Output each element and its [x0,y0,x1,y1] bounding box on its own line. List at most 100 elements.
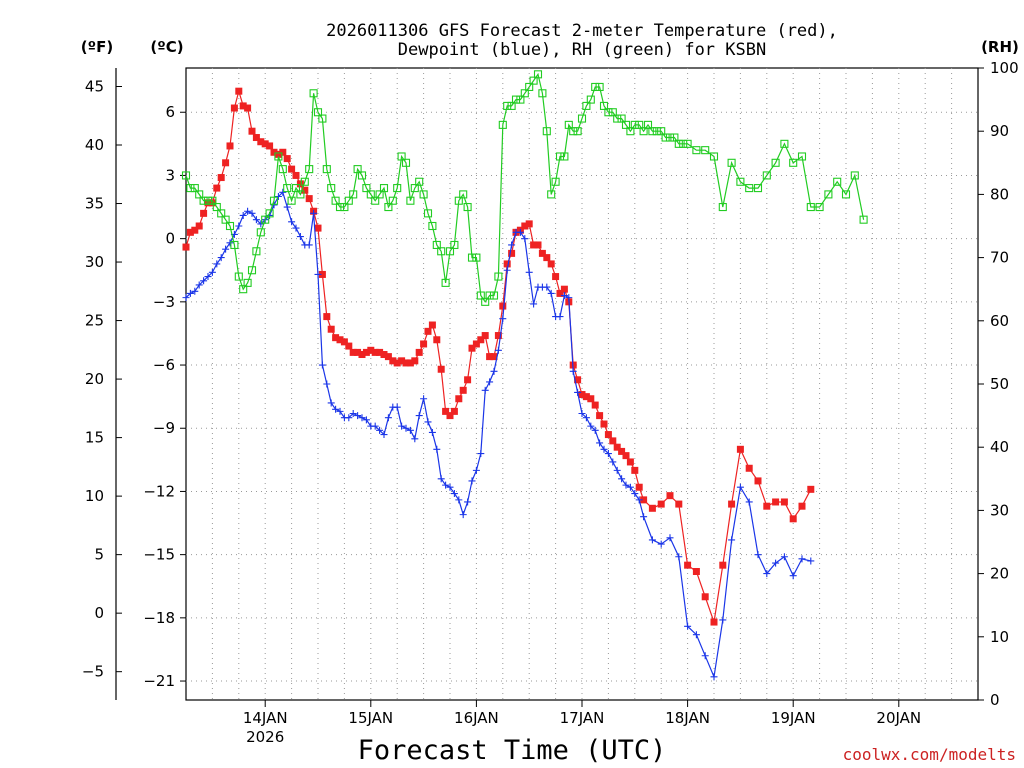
celsius-tick-label: 0 [165,230,175,248]
rh-point [670,133,679,142]
dewpoint-point [525,268,533,276]
temperature-point [393,359,401,367]
rh-point [239,285,248,294]
rh-tick-label: 20 [990,565,1009,583]
rh-point [591,82,600,92]
x-tick-label: 19JAN [771,709,816,727]
dewpoint-point [420,395,428,403]
temperature-point [349,348,357,356]
rh-point [322,165,331,174]
dewpoint-point [459,511,467,519]
temperature-point [301,186,309,194]
temperature-point [186,228,194,236]
rh-point [234,272,243,281]
temperature-point [450,407,458,415]
rh-point [560,152,569,161]
rh-point [621,120,631,129]
temperature-point [534,241,542,249]
dewpoint-point [195,281,203,289]
fahrenheit-tick-label: 0 [94,604,104,622]
temperature-point [437,365,445,373]
dewpoint-point [772,559,780,567]
dewpoint-point [657,540,665,548]
dewpoint-point [450,490,458,498]
rh-point [252,247,261,256]
dewpoint-point [604,450,612,458]
fahrenheit-tick-label: 35 [85,195,104,213]
rh-point [428,221,437,231]
rh-tick-label: 60 [990,312,1009,330]
rh-point [247,266,257,275]
rh-point [265,209,274,218]
temperature-point [266,142,274,150]
fahrenheit-tick-label: 25 [85,312,104,330]
rh-point [353,165,362,174]
temperature-point [332,334,340,342]
dewpoint-markers [182,188,815,681]
celsius-tick-label: −18 [143,609,175,627]
temperature-point [684,561,692,569]
temperature-point [367,346,375,354]
dewpoint-point [442,481,450,489]
rh-point [291,184,301,193]
dewpoint-point [213,260,221,268]
dewpoint-point [279,188,287,196]
rh-point [745,184,754,193]
dewpoint-point [468,477,476,485]
rh-tick-label: 100 [990,59,1019,77]
rh-point [520,89,529,98]
dewpoint-point [362,416,370,424]
temperature-point [336,336,344,344]
temperature-point [468,344,476,352]
dewpoint-line [185,191,811,679]
dewpoint-point [481,386,489,394]
temperature-point [591,401,599,409]
dewpoint-point [288,218,296,226]
temperature-point [296,180,304,188]
rh-point [318,114,327,123]
dewpoint-point [208,268,216,276]
temperature-point [314,224,322,232]
rh-point [859,215,868,224]
dewpoint-point [648,536,656,544]
dewpoint-point [376,426,384,434]
dewpoint-point [292,224,300,232]
fahrenheit-tick-label: 10 [85,487,104,505]
rh-point [454,196,463,205]
rh-point [313,108,323,117]
celsius-tick-label: −6 [153,356,175,374]
dewpoint-point [666,534,674,542]
rh-point [657,127,666,136]
dewpoint-point [248,209,256,217]
fahrenheit-tick-label: 30 [85,253,104,271]
rh-point [824,190,833,199]
temperature-point [455,395,463,403]
temperature-point [481,332,489,340]
dewpoint-point [736,483,744,491]
x-axis-label: Forecast Time (UTC) [358,735,667,766]
chart-title-line-2: Dewpoint (blue), RH (green) for KSBN [398,40,766,60]
rh-point [806,202,815,212]
temperature-point [191,226,199,234]
temperature-point [719,561,727,569]
dewpoint-point [675,553,683,561]
rh-point [432,240,441,250]
temperature-point [780,498,788,506]
rh-point [683,139,692,148]
rh-tick-label: 30 [990,501,1009,519]
celsius-tick-label: 6 [165,103,175,121]
rh-point [476,291,485,300]
rh-point [393,184,402,193]
dewpoint-point [182,294,190,302]
rh-point [283,184,292,193]
dewpoint-point [789,572,797,580]
dewpoint-point [283,203,291,211]
celsius-tick-label: 3 [165,166,175,184]
rh-point [344,196,353,205]
temperature-point [305,195,313,203]
rh-point [186,184,195,193]
dewpoint-point [684,622,692,630]
temperature-point [384,353,392,361]
temperature-point [789,515,797,523]
rh-point [331,196,340,205]
